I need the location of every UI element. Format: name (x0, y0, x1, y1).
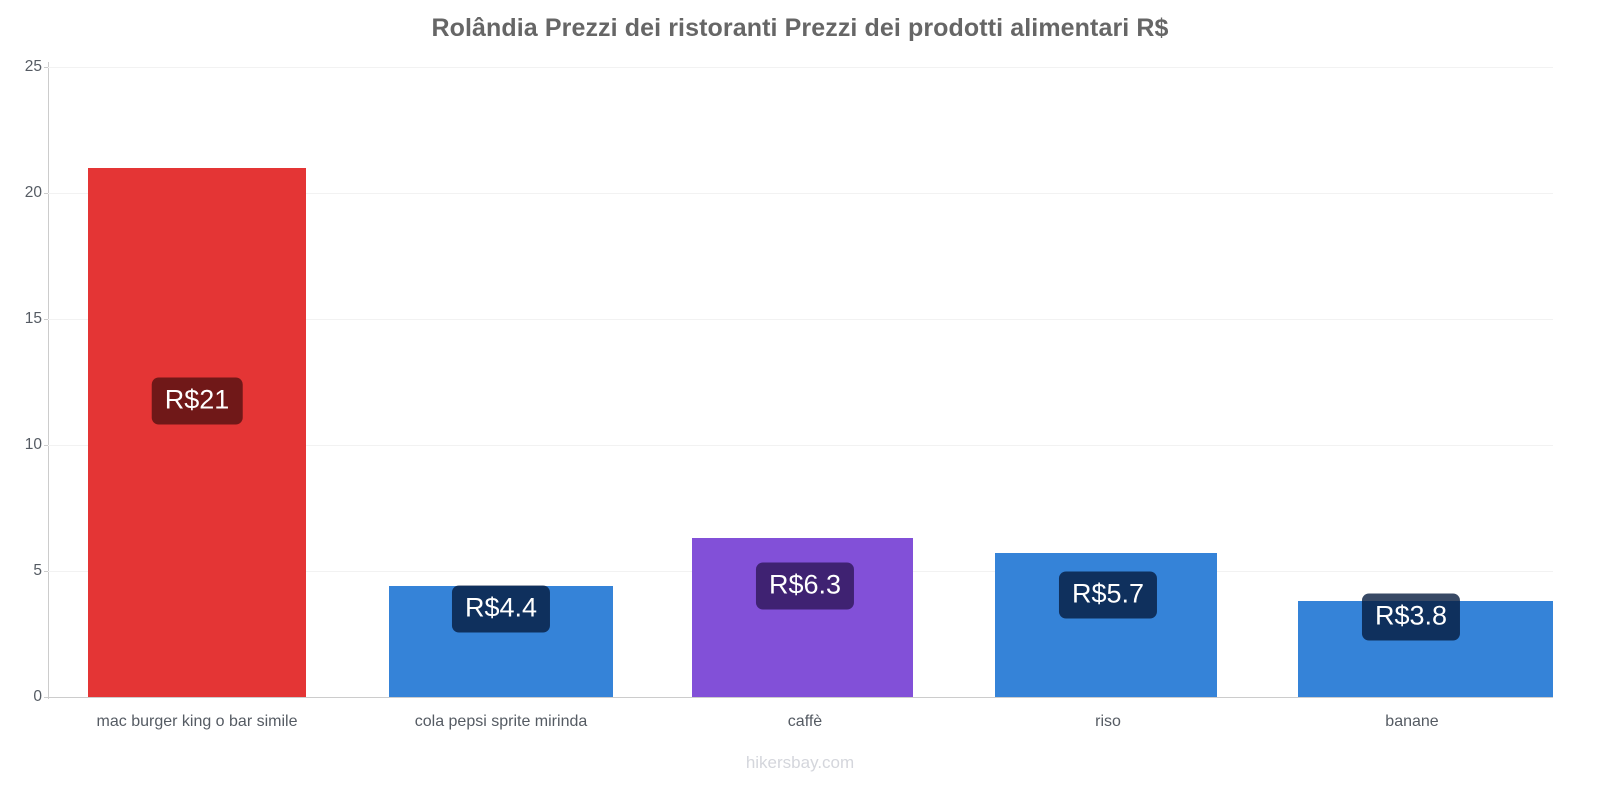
y-tick-label-0: 0 (33, 688, 42, 705)
watermark: hikersbay.com (745, 753, 855, 772)
y-tick-mark-0 (44, 697, 49, 698)
gridline-20 (48, 193, 1553, 194)
y-tick-mark-10 (44, 445, 49, 446)
bar-mac-burger-king-o-bar-simile[interactable] (88, 168, 306, 697)
y-tick-mark-15 (44, 319, 49, 320)
y-tick-label-25: 25 (24, 58, 42, 75)
x-tick-label-caffe: caffè (787, 713, 823, 730)
y-axis-line (48, 62, 49, 699)
bar-value-label-cola-pepsi-sprite-mirinda: R$4.4 (451, 585, 551, 633)
y-tick-label-15: 15 (24, 310, 42, 327)
x-tick-label-mac-burger-king-o-bar-simile: mac burger king o bar simile (96, 713, 298, 730)
x-tick-label-riso: riso (1095, 713, 1121, 730)
y-tick-mark-20 (44, 193, 49, 194)
chart-title: Rolândia Prezzi dei ristoranti Prezzi de… (431, 14, 1169, 42)
gridline-10 (48, 445, 1553, 446)
x-axis-line (48, 697, 1553, 698)
y-tick-mark-25 (44, 67, 49, 68)
y-tick-label-10: 10 (24, 436, 42, 453)
x-tick-label-banane: banane (1385, 713, 1439, 730)
x-tick-label-cola-pepsi-sprite-mirinda: cola pepsi sprite mirinda (414, 713, 588, 730)
gridline-25 (48, 67, 1553, 68)
gridline-15 (48, 319, 1553, 320)
bar-value-label-riso: R$5.7 (1058, 571, 1158, 619)
plot-area: R$21 R$4.4 R$6.3 R$5.7 R$3.8 (48, 67, 1553, 697)
bar-value-label-caffe: R$6.3 (755, 562, 855, 610)
y-tick-label-5: 5 (33, 562, 42, 579)
y-tick-label-20: 20 (24, 184, 42, 201)
bar-value-label-banane: R$3.8 (1361, 593, 1461, 641)
y-tick-mark-5 (44, 571, 49, 572)
bar-value-label-mac-burger-king-o-bar-simile: R$21 (151, 377, 243, 425)
